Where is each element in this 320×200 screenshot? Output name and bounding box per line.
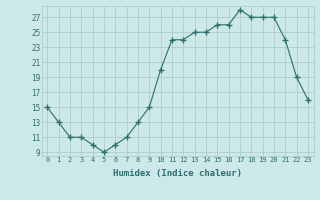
X-axis label: Humidex (Indice chaleur): Humidex (Indice chaleur) <box>113 169 242 178</box>
